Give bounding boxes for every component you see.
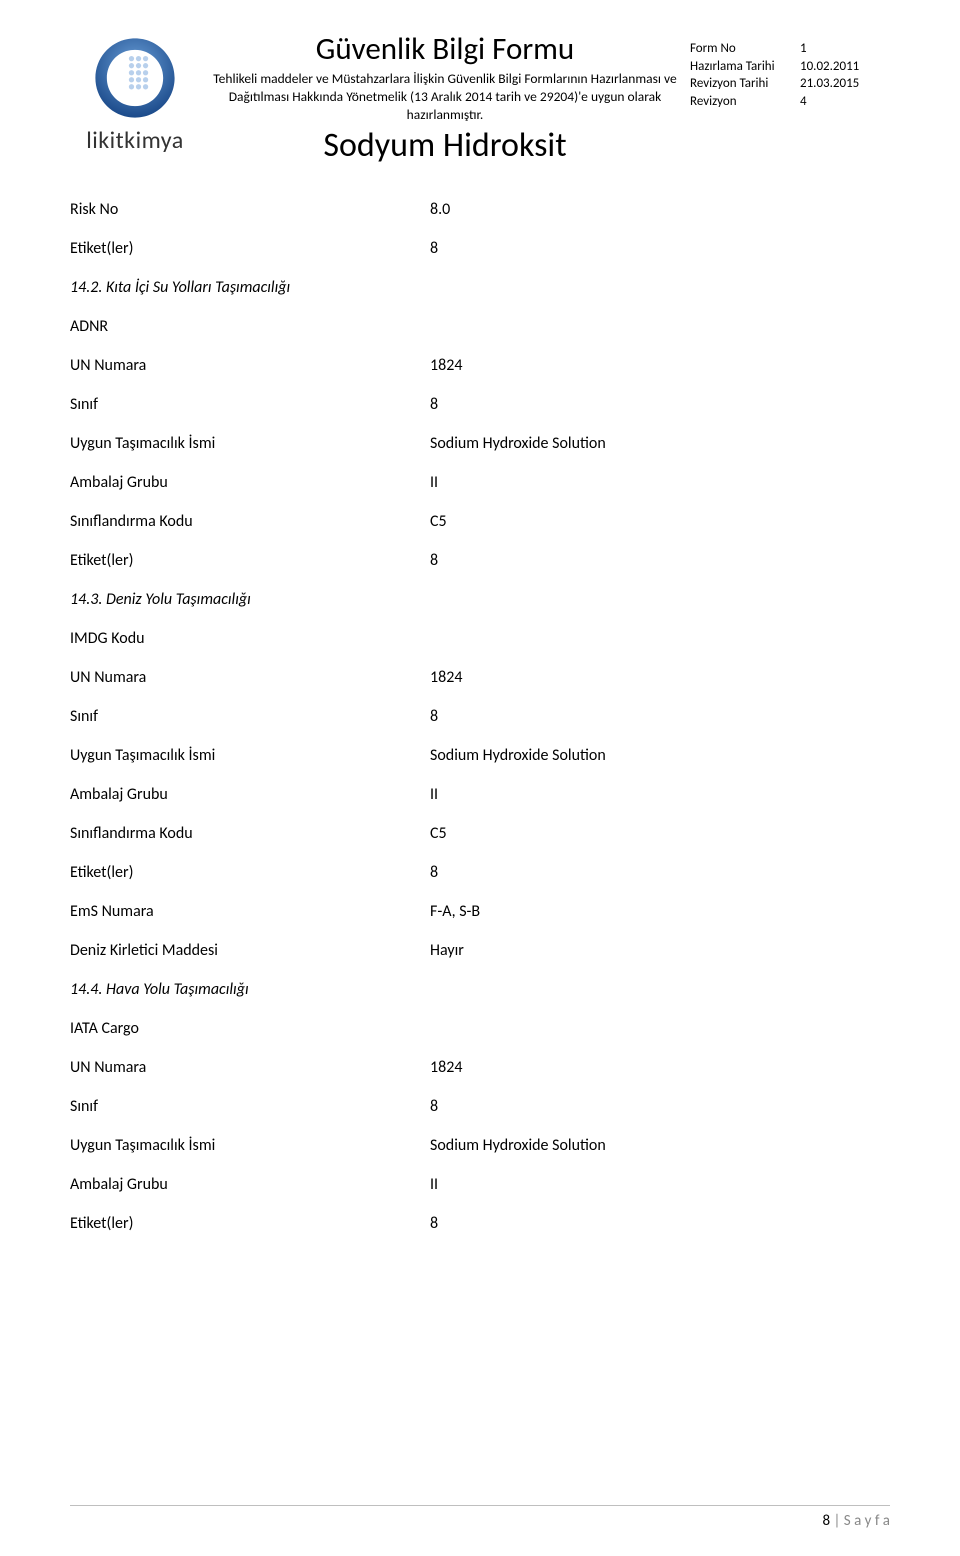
kv-row: EmS NumaraF-A, S-B [70, 902, 890, 921]
kv-value: Sodium Hydroxide Solution [430, 434, 606, 453]
kv-row: Etiket(ler)8 [70, 1214, 890, 1233]
kv-row: Etiket(ler)8 [70, 551, 890, 570]
kv-value: 1824 [430, 668, 462, 687]
kv-value: 8 [430, 707, 438, 726]
meta-row: Revizyon 4 [690, 93, 890, 111]
kv-label: Sınıf [70, 395, 430, 414]
kv-value: 8 [430, 551, 438, 570]
section-14-3-title: 14.3. Deniz Yolu Taşımacılığı [70, 590, 890, 609]
kv-row: Sınıf8 [70, 1097, 890, 1116]
kv-label: Deniz Kirletici Maddesi [70, 941, 430, 960]
meta-label: Form No [690, 40, 800, 58]
section-14-4-subhead: IATA Cargo [70, 1019, 890, 1038]
kv-label: EmS Numara [70, 902, 430, 921]
kv-row: Sınıflandırma KoduC5 [70, 512, 890, 531]
meta-value: 4 [800, 93, 807, 111]
body-content: Risk No 8.0 Etiket(ler) 8 14.2. Kıta İçi… [70, 200, 890, 1233]
kv-value: 8 [430, 1097, 438, 1116]
kv-row: Ambalaj GrubuII [70, 785, 890, 804]
kv-label: Sınıflandırma Kodu [70, 824, 430, 843]
document-title: Güvenlik Bilgi Formu [208, 30, 682, 68]
footer-divider [70, 1505, 890, 1506]
kv-label: Etiket(ler) [70, 239, 430, 258]
kv-label: Ambalaj Grubu [70, 785, 430, 804]
company-name: likitkimya [86, 126, 184, 155]
kv-label: Etiket(ler) [70, 863, 430, 882]
kv-value: Hayır [430, 941, 464, 960]
kv-label: Uygun Taşımacılık İsmi [70, 746, 430, 765]
meta-column: Form No 1 Hazırlama Tarihi 10.02.2011 Re… [690, 30, 890, 166]
kv-value: 8 [430, 395, 438, 414]
kv-label: Ambalaj Grubu [70, 473, 430, 492]
kv-label: Uygun Taşımacılık İsmi [70, 1136, 430, 1155]
kv-value: II [430, 473, 438, 492]
kv-row: Uygun Taşımacılık İsmiSodium Hydroxide S… [70, 1136, 890, 1155]
product-title: Sodyum Hidroksit [208, 125, 682, 166]
kv-label: Sınıflandırma Kodu [70, 512, 430, 531]
footer-separator: | [830, 1512, 844, 1530]
page-number: 8 [822, 1512, 830, 1530]
kv-value: 8.0 [430, 200, 450, 219]
kv-row: Uygun Taşımacılık İsmiSodium Hydroxide S… [70, 746, 890, 765]
kv-value: Sodium Hydroxide Solution [430, 746, 606, 765]
meta-value: 10.02.2011 [800, 58, 859, 76]
kv-value: F-A, S-B [430, 902, 480, 921]
kv-value: C5 [430, 512, 447, 531]
section-14-2-title: 14.2. Kıta İçi Su Yolları Taşımacılığı [70, 278, 890, 297]
kv-label: Etiket(ler) [70, 551, 430, 570]
meta-row: Hazırlama Tarihi 10.02.2011 [690, 58, 890, 76]
meta-value: 21.03.2015 [800, 75, 859, 93]
title-column: Güvenlik Bilgi Formu Tehlikeli maddeler … [200, 30, 690, 166]
kv-label: Sınıf [70, 707, 430, 726]
kv-value: 8 [430, 1214, 438, 1233]
kv-label: Etiket(ler) [70, 1214, 430, 1233]
kv-value: 1824 [430, 1058, 462, 1077]
kv-label: UN Numara [70, 668, 430, 687]
kv-row: Sınıf8 [70, 395, 890, 414]
kv-label: UN Numara [70, 356, 430, 375]
kv-label: Risk No [70, 200, 430, 219]
section-14-3-subhead: IMDG Kodu [70, 629, 890, 648]
kv-row: Ambalaj GrubuII [70, 1175, 890, 1194]
meta-value: 1 [800, 40, 807, 58]
kv-row: Ambalaj GrubuII [70, 473, 890, 492]
kv-row: UN Numara1824 [70, 1058, 890, 1077]
meta-label: Revizyon [690, 93, 800, 111]
kv-row: Risk No 8.0 [70, 200, 890, 219]
kv-value: II [430, 785, 438, 804]
company-logo-icon [91, 34, 179, 122]
kv-value: 1824 [430, 356, 462, 375]
kv-row: Deniz Kirletici MaddesiHayır [70, 941, 890, 960]
page-footer: 8 | S a y f a [822, 1512, 890, 1530]
meta-row: Form No 1 [690, 40, 890, 58]
kv-row: Sınıflandırma KoduC5 [70, 824, 890, 843]
kv-value: II [430, 1175, 438, 1194]
kv-row: Etiket(ler)8 [70, 863, 890, 882]
kv-row: UN Numara1824 [70, 356, 890, 375]
kv-label: Uygun Taşımacılık İsmi [70, 434, 430, 453]
kv-label: Sınıf [70, 1097, 430, 1116]
kv-row: Uygun Taşımacılık İsmiSodium Hydroxide S… [70, 434, 890, 453]
kv-value: Sodium Hydroxide Solution [430, 1136, 606, 1155]
kv-row: UN Numara1824 [70, 668, 890, 687]
section-14-4-title: 14.4. Hava Yolu Taşımacılığı [70, 980, 890, 999]
kv-value: 8 [430, 239, 438, 258]
meta-label: Hazırlama Tarihi [690, 58, 800, 76]
kv-row: Etiket(ler) 8 [70, 239, 890, 258]
kv-label: Ambalaj Grubu [70, 1175, 430, 1194]
page-word: S a y f a [844, 1512, 890, 1530]
logo-column: likitkimya [70, 30, 200, 166]
section-14-2-subhead: ADNR [70, 317, 890, 336]
kv-value: C5 [430, 824, 447, 843]
meta-label: Revizyon Tarihi [690, 75, 800, 93]
kv-row: Sınıf8 [70, 707, 890, 726]
kv-value: 8 [430, 863, 438, 882]
meta-row: Revizyon Tarihi 21.03.2015 [690, 75, 890, 93]
page-header: likitkimya Güvenlik Bilgi Formu Tehlikel… [70, 30, 890, 166]
regulation-text: Tehlikeli maddeler ve Müstahzarlara İliş… [208, 70, 682, 125]
kv-label: UN Numara [70, 1058, 430, 1077]
